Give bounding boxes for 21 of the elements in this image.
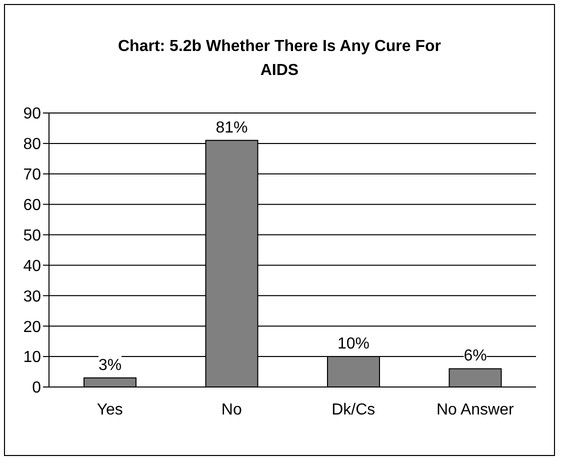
bar <box>84 377 136 387</box>
data-label: 81% <box>216 119 248 136</box>
y-tick-label: 80 <box>23 136 42 154</box>
y-tick-label: 40 <box>23 258 42 275</box>
data-label: 10% <box>337 336 370 353</box>
y-tick-label: 70 <box>23 166 42 184</box>
y-tick-label: 60 <box>23 197 42 214</box>
y-tick-label: 30 <box>23 288 42 306</box>
y-tick-label: 10 <box>23 349 42 366</box>
y-tick-label: 50 <box>23 227 42 244</box>
y-tick-label: 90 <box>23 106 42 123</box>
x-tick-label: Yes <box>96 401 123 418</box>
data-label: 3% <box>98 356 122 374</box>
y-tick-label: 20 <box>23 318 42 336</box>
data-label: 6% <box>464 348 487 365</box>
y-tick-label: 0 <box>32 380 42 397</box>
x-tick-label: No <box>221 401 242 418</box>
x-tick-label: No Answer <box>436 401 514 418</box>
bar <box>448 368 502 387</box>
x-tick-label: Dk/Cs <box>332 401 376 418</box>
chart-title: Chart: 5.2b Whether There Is Any Cure For AIDS <box>116 37 442 81</box>
